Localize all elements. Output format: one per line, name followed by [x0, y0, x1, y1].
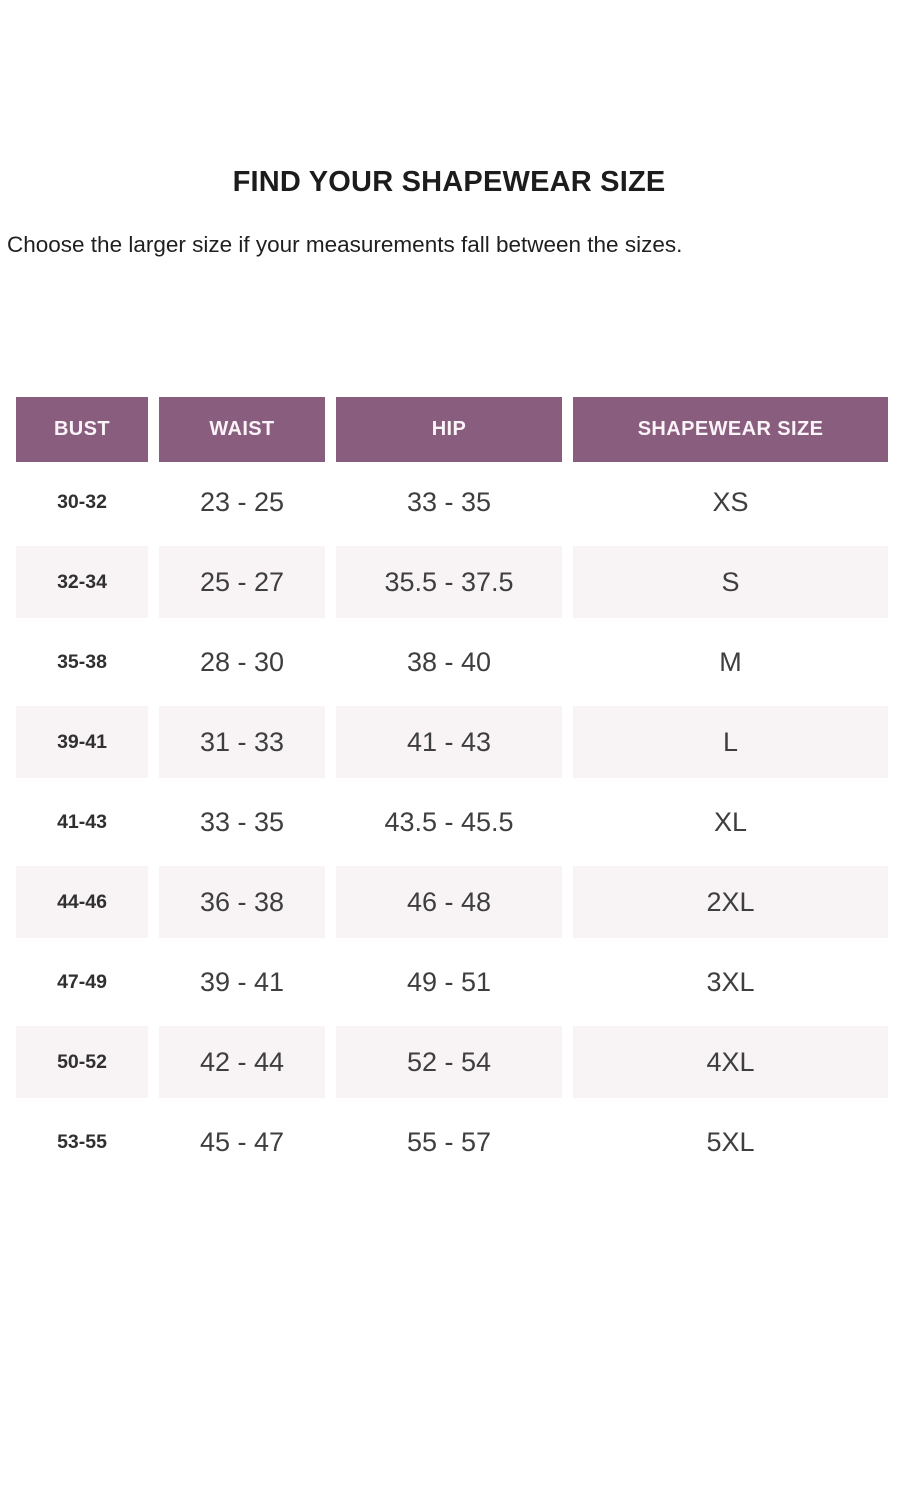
table-header-row: BUST WAIST HIP SHAPEWEAR SIZE: [16, 397, 888, 462]
table-row: 53-55 45 - 47 55 - 57 5XL: [16, 1102, 888, 1182]
bust-cell: 44-46: [16, 866, 148, 938]
size-cell: 2XL: [573, 866, 888, 938]
size-cell: S: [573, 546, 888, 618]
bust-cell: 35-38: [57, 650, 107, 673]
table-row: 44-46 36 - 38 46 - 48 2XL: [16, 862, 888, 942]
hip-cell: 35.5 - 37.5: [336, 546, 562, 618]
hip-cell: 52 - 54: [336, 1026, 562, 1098]
size-cell: XS: [712, 486, 749, 517]
waist-cell: 33 - 35: [199, 806, 285, 837]
table-row: 35-38 28 - 30 38 - 40 M: [16, 622, 888, 702]
bust-cell: 30-32: [57, 490, 107, 513]
table-row: 39-41 31 - 33 41 - 43 L: [16, 702, 888, 782]
hip-cell: 38 - 40: [406, 646, 492, 677]
hip-cell: 41 - 43: [336, 706, 562, 778]
waist-cell: 31 - 33: [159, 706, 325, 778]
table-row: 32-34 25 - 27 35.5 - 37.5 S: [16, 542, 888, 622]
table-row: 41-43 33 - 35 43.5 - 45.5 XL: [16, 782, 888, 862]
table-row: 47-49 39 - 41 49 - 51 3XL: [16, 942, 888, 1022]
column-header-waist: WAIST: [159, 397, 325, 462]
hip-cell: 33 - 35: [406, 486, 492, 517]
waist-cell: 42 - 44: [159, 1026, 325, 1098]
hip-cell: 49 - 51: [406, 966, 492, 997]
waist-cell: 36 - 38: [159, 866, 325, 938]
bust-cell: 53-55: [57, 1130, 107, 1153]
hip-cell: 46 - 48: [336, 866, 562, 938]
bust-cell: 47-49: [57, 970, 107, 993]
size-cell: 3XL: [706, 966, 755, 997]
waist-cell: 39 - 41: [199, 966, 285, 997]
size-cell: M: [719, 646, 742, 677]
size-guide-subtitle: Choose the larger size if your measureme…: [7, 232, 683, 257]
waist-cell: 25 - 27: [159, 546, 325, 618]
bust-cell: 32-34: [16, 546, 148, 618]
size-cell: 5XL: [706, 1126, 755, 1157]
table-row: 50-52 42 - 44 52 - 54 4XL: [16, 1022, 888, 1102]
size-cell: L: [573, 706, 888, 778]
hip-cell: 43.5 - 45.5: [384, 806, 514, 837]
hip-cell: 55 - 57: [406, 1126, 492, 1157]
column-header-bust: BUST: [16, 397, 148, 462]
waist-cell: 23 - 25: [199, 486, 285, 517]
page-title: FIND YOUR SHAPEWEAR SIZE: [232, 166, 666, 198]
waist-cell: 45 - 47: [199, 1126, 285, 1157]
column-header-hip: HIP: [336, 397, 562, 462]
bust-cell: 50-52: [16, 1026, 148, 1098]
table-row: 30-32 23 - 25 33 - 35 XS: [16, 462, 888, 542]
size-chart-table: BUST WAIST HIP SHAPEWEAR SIZE 30-32 23 -…: [16, 397, 888, 1182]
size-cell: 4XL: [573, 1026, 888, 1098]
column-header-shapewear-size: SHAPEWEAR SIZE: [573, 397, 888, 462]
waist-cell: 28 - 30: [199, 646, 285, 677]
bust-cell: 41-43: [57, 810, 107, 833]
size-cell: XL: [713, 806, 748, 837]
bust-cell: 39-41: [16, 706, 148, 778]
